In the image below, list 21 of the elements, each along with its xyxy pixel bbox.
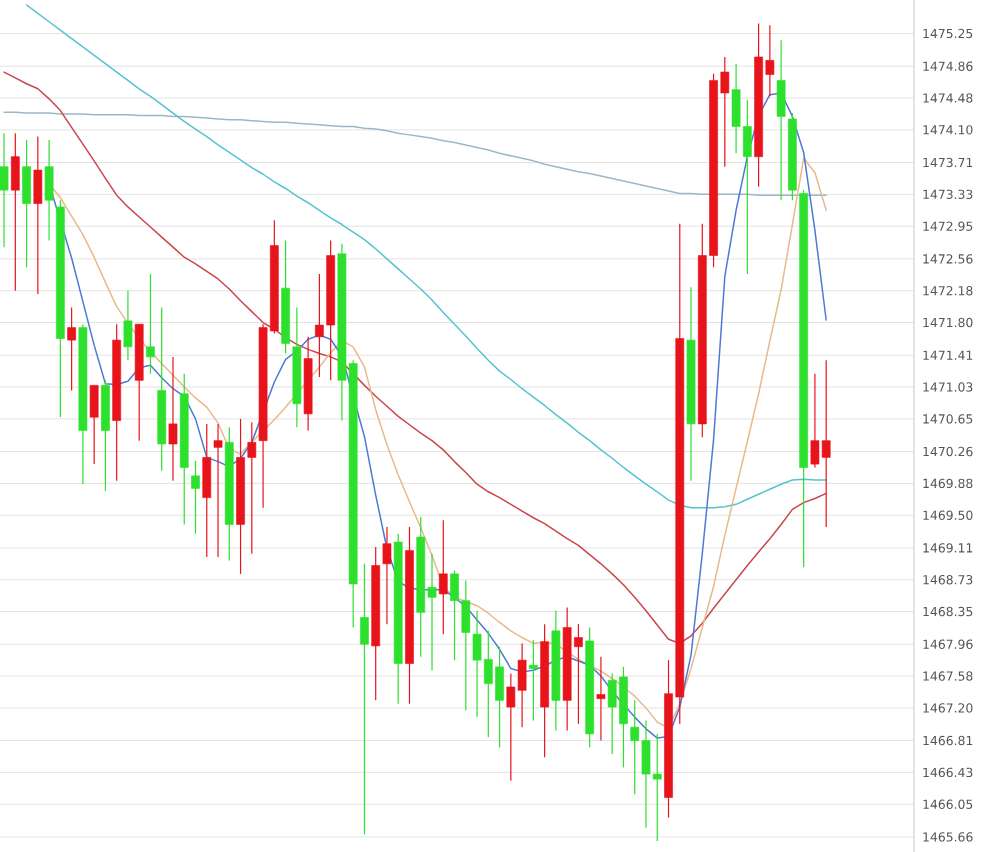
candlestick [202, 423, 212, 558]
candlestick [10, 132, 20, 292]
candlestick [596, 656, 606, 742]
candlestick [22, 139, 31, 268]
candlestick [213, 423, 223, 558]
candlestick [168, 356, 178, 482]
candlestick [438, 519, 448, 635]
candlestick [146, 273, 155, 375]
candlestick [33, 135, 43, 295]
candlestick [360, 563, 369, 836]
line-series [3, 71, 827, 645]
candlestick [44, 139, 54, 242]
candlestick [191, 460, 200, 535]
candlestick [101, 379, 110, 492]
candlestick [0, 132, 9, 248]
candlestick [89, 384, 99, 465]
candlestick [123, 290, 133, 361]
candlestick [67, 306, 76, 391]
candlestick [529, 639, 538, 722]
candlestick [382, 526, 392, 625]
candlestick [776, 39, 786, 201]
